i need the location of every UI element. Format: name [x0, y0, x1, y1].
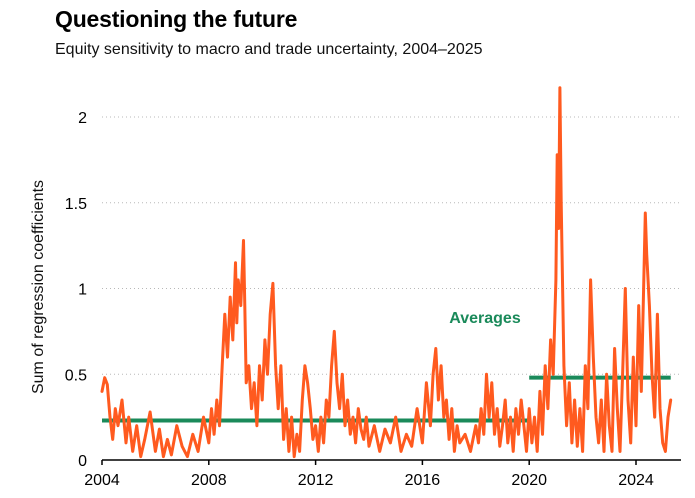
series-layer [100, 86, 673, 459]
averages-lines [102, 375, 671, 423]
y-tick-label: 0 [78, 453, 87, 470]
y-tick-label: 2 [78, 110, 87, 127]
x-tick-label: 2008 [191, 472, 227, 489]
averages-annotation: Averages [449, 310, 521, 327]
y-tick-labels: 0 0.5 1 1.5 2 [65, 110, 87, 470]
x-tick-label: 2004 [84, 472, 120, 489]
chart-subtitle: Equity sensitivity to macro and trade un… [55, 41, 483, 58]
x-tick-label: 2016 [405, 472, 441, 489]
y-gridlines [102, 116, 681, 375]
x-tick-labels: 2004 2008 2012 2016 2020 2024 [84, 460, 654, 489]
x-tick-label: 2012 [298, 472, 334, 489]
chart-title: Questioning the future [55, 6, 298, 32]
x-tick-label: 2024 [618, 472, 654, 489]
x-tick-label: 2020 [511, 472, 547, 489]
y-axis-label: Sum of regression coefficients [30, 180, 47, 394]
series-line [100, 86, 673, 459]
y-tick-label: 1.5 [65, 196, 87, 213]
y-tick-label: 1 [78, 282, 87, 299]
y-tick-label: 0.5 [65, 367, 87, 384]
